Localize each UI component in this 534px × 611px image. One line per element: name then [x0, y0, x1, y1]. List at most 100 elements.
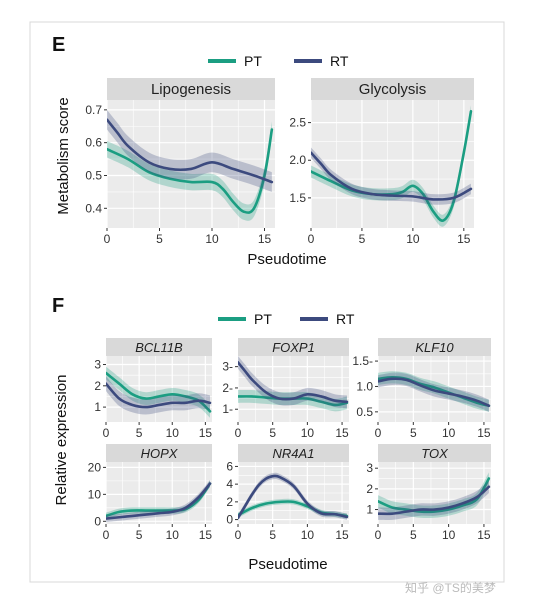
f-y-axis-title: Relative expression: [53, 375, 70, 506]
legend-f: PT RT: [218, 311, 355, 327]
x-tick-label: 15: [477, 426, 491, 440]
facet-title: FOXP1: [272, 340, 315, 355]
series-layer: [378, 472, 491, 521]
x-tick-label: 0: [375, 426, 382, 440]
confidence-band-pt: [106, 366, 211, 418]
x-tick-label: 5: [269, 426, 276, 440]
x-tick-label: 10: [166, 528, 180, 542]
series-line-rt: [311, 151, 473, 201]
x-tick-label: 10: [205, 232, 219, 246]
series-layer: [238, 472, 349, 521]
facet-title: BCL11B: [135, 340, 183, 355]
x-tick-label: 0: [103, 426, 110, 440]
facet-title: Glycolysis: [359, 81, 427, 98]
y-tick-label: 1-: [222, 402, 233, 416]
x-tick-label: 10: [442, 426, 456, 440]
confidence-band-pt: [107, 121, 272, 221]
facet-strip: [107, 78, 275, 100]
x-tick-label: 10: [166, 426, 180, 440]
confidence-band-rt: [238, 472, 347, 521]
legend-f-rt-label: RT: [336, 311, 355, 327]
y-tick-label: 2.0: [289, 153, 306, 167]
series-layer: [311, 105, 473, 227]
facet-strip: [378, 444, 491, 462]
panel-letter-e: E: [52, 34, 65, 56]
legend-f-pt-label: PT: [254, 311, 272, 327]
x-tick-label: 15: [457, 232, 471, 246]
facet-strip: [238, 338, 349, 356]
x-tick-label: 5: [410, 426, 417, 440]
x-tick-label: 5: [136, 426, 143, 440]
y-tick-label: 1.0: [356, 379, 373, 393]
y-tick-label: 1.5: [289, 191, 306, 205]
legend-e: PT RT: [208, 53, 349, 69]
facet-strip: [378, 338, 491, 356]
facet-title: HOPX: [141, 446, 179, 461]
facet-f-tox: TOX 0 5 10 15 1 2 3: [366, 444, 491, 542]
x-tick-label: 15: [477, 528, 491, 542]
y-tick-label: 0.6: [85, 136, 102, 150]
series-line-pt: [106, 482, 212, 518]
x-tick-label: 5: [269, 528, 276, 542]
y-tick-label: 3: [94, 358, 101, 372]
series-line-pt: [378, 477, 491, 514]
facet-title: NR4A1: [273, 446, 315, 461]
facet-e-glycolysis: Glycolysis 0 5 10 15 1.5 2.0 2.5: [289, 78, 474, 246]
panel-letter-f: F: [52, 295, 64, 317]
x-tick-label: 10: [301, 426, 315, 440]
y-tick-label: 3: [366, 461, 373, 475]
x-tick-label: 10: [406, 232, 420, 246]
y-tick-label: 2.5: [289, 116, 306, 130]
facet-f-bcl11b: BCL11B 0 5 10 15 1 2 3: [94, 338, 212, 440]
y-tick-label: 2: [226, 495, 233, 509]
series-line-rt: [238, 361, 349, 404]
x-tick-label: 10: [442, 528, 456, 542]
x-tick-label: 5: [359, 232, 366, 246]
y-tick-label: 4: [226, 477, 233, 491]
x-tick-label: 5: [136, 528, 143, 542]
x-tick-label: 0: [235, 426, 242, 440]
y-tick-label: 6: [226, 459, 233, 473]
y-tick-label: 1: [94, 400, 101, 414]
series-line-pt: [311, 109, 473, 223]
facet-f-klf10: KLF10 0 5 10 15 0.5 1.0 1.5-: [352, 338, 491, 440]
series-line-rt: [107, 118, 274, 184]
y-tick-label: 10: [88, 487, 102, 501]
series-line-rt: [238, 474, 349, 520]
x-tick-label: 15: [258, 232, 272, 246]
x-tick-label: 5: [410, 528, 417, 542]
plot-background: [311, 100, 474, 228]
confidence-band-rt: [378, 480, 489, 521]
facet-title: Lipogenesis: [151, 81, 231, 98]
e-y-axis-title: Metabolism score: [55, 97, 72, 215]
x-tick-label: 15: [335, 426, 349, 440]
facet-title: KLF10: [415, 340, 454, 355]
facet-f-nr4a1: NR4A1 0 5 10 15 0 2 4 6: [226, 444, 349, 542]
series-line-rt: [106, 382, 212, 409]
series-layer: [238, 356, 349, 412]
y-tick-label: 1: [366, 503, 373, 517]
x-tick-label: 0: [308, 232, 315, 246]
facet-f-foxp1: FOXP1 0 5 10 15 1- 2- 3-: [222, 338, 349, 440]
plot-background: [378, 356, 491, 422]
confidence-band-rt: [106, 480, 211, 523]
e-x-axis-title: Pseudotime: [247, 251, 326, 268]
legend-e-pt-label: PT: [244, 53, 262, 69]
y-tick-label: 2-: [222, 381, 233, 395]
series-layer: [378, 371, 491, 412]
facet-title: TOX: [421, 446, 449, 461]
series-line-rt: [106, 482, 212, 520]
confidence-band-rt: [378, 372, 489, 412]
x-tick-label: 0: [235, 528, 242, 542]
series-line-pt: [106, 371, 212, 413]
x-tick-label: 0: [103, 528, 110, 542]
x-tick-label: 15: [335, 528, 349, 542]
confidence-band-rt: [311, 147, 471, 205]
series-line-rt: [378, 485, 491, 516]
facet-strip: [238, 444, 349, 462]
f-x-axis-title: Pseudotime: [248, 556, 327, 573]
y-tick-label: 2: [366, 482, 373, 496]
y-tick-label: 20: [88, 460, 102, 474]
y-tick-label: 0.5: [356, 405, 373, 419]
series-line-pt: [107, 128, 274, 214]
